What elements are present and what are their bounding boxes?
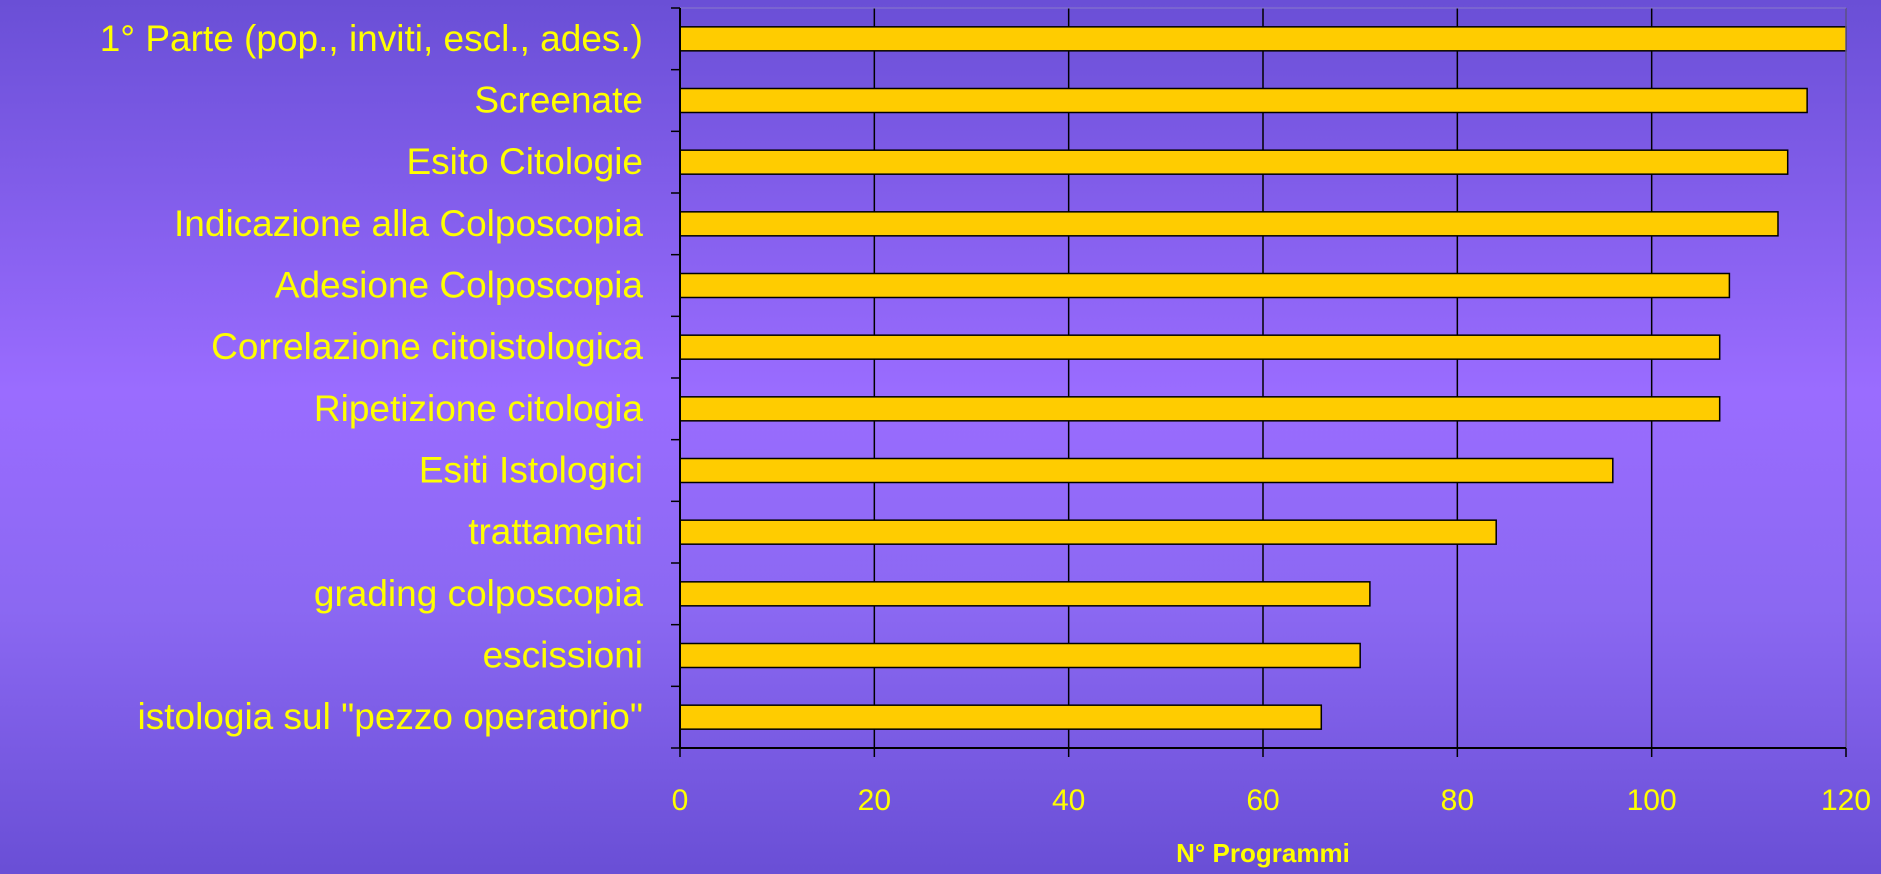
- category-label: Screenate: [474, 80, 643, 121]
- bar: [679, 26, 1847, 52]
- x-tick-label: 80: [1441, 784, 1474, 817]
- bar: [679, 334, 1721, 360]
- category-label: Ripetizione citologia: [314, 388, 644, 429]
- category-label: 1° Parte (pop., inviti, escl., ades.): [100, 18, 643, 59]
- category-label: istologia sul "pezzo operatorio": [138, 696, 644, 737]
- bar: [679, 149, 1789, 175]
- bar: [679, 211, 1779, 237]
- bar: [679, 519, 1497, 545]
- category-label: grading colposcopia: [314, 573, 644, 614]
- category-label: Esiti Istologici: [419, 450, 643, 491]
- x-tick-label: 60: [1246, 784, 1279, 817]
- bar: [679, 642, 1361, 669]
- category-label: trattamenti: [468, 511, 643, 552]
- category-labels: 1° Parte (pop., inviti, escl., ades.) Scr…: [100, 18, 644, 737]
- x-tick-label: 0: [672, 784, 689, 817]
- category-label: Adesione Colposcopia: [275, 265, 644, 306]
- bar: [679, 704, 1323, 730]
- x-tick-label: 40: [1052, 784, 1085, 817]
- x-tick-label: 20: [858, 784, 891, 817]
- bar: [679, 87, 1808, 114]
- x-tick-label: 120: [1821, 784, 1871, 817]
- x-tick-labels: 0 20 40 60 80 100 120: [672, 784, 1871, 817]
- x-tick-label: 100: [1627, 784, 1677, 817]
- bar: [679, 396, 1721, 422]
- bars: [679, 26, 1847, 730]
- axes: [671, 7, 1847, 757]
- gridlines: [873, 8, 1847, 748]
- bar: [679, 581, 1371, 607]
- category-label: Esito Citologie: [406, 141, 643, 182]
- category-label: Indicazione alla Colposcopia: [174, 203, 643, 244]
- bar: [679, 272, 1731, 299]
- bar: [679, 457, 1614, 484]
- category-label: Correlazione citoistologica: [211, 326, 643, 367]
- x-axis-title: N° Programmi: [1176, 838, 1350, 868]
- category-label: escissioni: [483, 635, 643, 676]
